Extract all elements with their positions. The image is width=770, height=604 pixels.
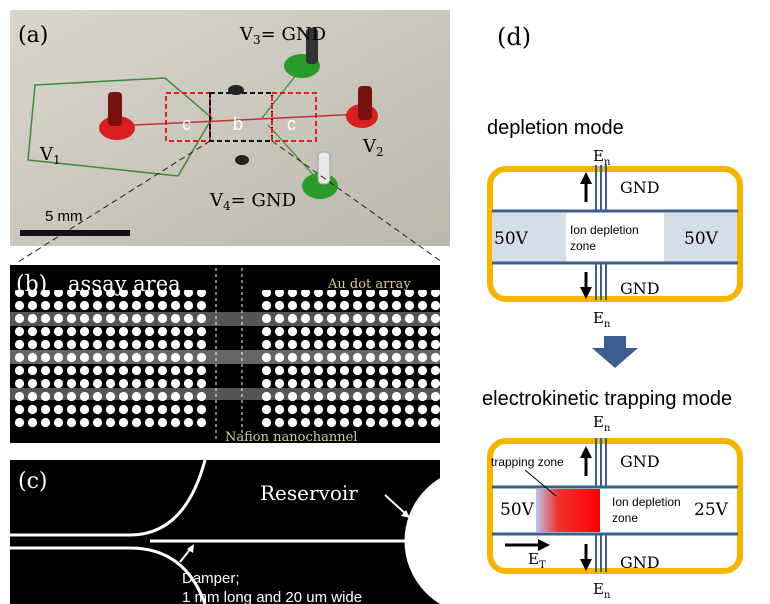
tube	[284, 28, 320, 78]
field-label: ET	[528, 550, 546, 571]
zone-label: Ion depletion	[570, 223, 639, 237]
box-label: c	[182, 114, 191, 134]
dot-array	[259, 290, 440, 430]
box-label: b	[233, 114, 243, 134]
text-part: V	[209, 190, 224, 211]
text-part: E	[528, 550, 539, 568]
text-part: n	[604, 157, 611, 168]
field-label: En	[593, 309, 611, 330]
text-part: T	[539, 560, 546, 571]
channel	[114, 113, 363, 127]
box-b	[209, 92, 273, 142]
text-part: V	[39, 144, 54, 165]
voltage-label: 50V	[494, 229, 529, 249]
tube	[99, 92, 135, 140]
ground-label: GND	[620, 279, 660, 298]
zone-label: Ion depletion	[612, 495, 681, 509]
trapping-zone	[536, 489, 600, 532]
annotation: Nafion nanochannel	[225, 430, 357, 445]
text-part: = GND	[231, 190, 296, 211]
voltage-label: 25V	[694, 500, 729, 520]
electrode-label: V1	[39, 144, 61, 167]
text-part: n	[604, 319, 611, 330]
text-part: 1	[53, 153, 61, 167]
panel-d: (d) depletion mode En GND 50V Ion deplet…	[482, 23, 743, 601]
dot-array	[12, 290, 207, 430]
electrode-label: V4= GND	[209, 190, 296, 213]
zone-label: zone	[570, 239, 596, 253]
annotation: Au dot array	[327, 277, 411, 292]
text-part: n	[604, 590, 611, 601]
voltage-label: 50V	[500, 500, 535, 520]
ground-label: GND	[620, 178, 660, 197]
scale-bar	[20, 230, 130, 236]
text-part: 3	[253, 33, 261, 47]
ground-label: GND	[620, 452, 660, 471]
text-part: E	[593, 147, 604, 165]
photo	[10, 10, 450, 246]
zone-label: zone	[612, 511, 638, 525]
panel-label: (d)	[497, 23, 531, 51]
box-label: c	[287, 114, 296, 134]
tube	[346, 86, 378, 128]
electrode-label: V3= GND	[239, 24, 326, 47]
text-part: V	[362, 136, 377, 157]
electrode-label: V2	[362, 136, 384, 159]
field-label: En	[593, 413, 611, 434]
ground-label: GND	[620, 553, 660, 572]
mode-title: depletion mode	[487, 117, 624, 139]
electrode-outline	[27, 77, 213, 177]
panel-b: (b) assay area Au dot array Nafion nanoc…	[10, 265, 440, 445]
voltage-label: 50V	[684, 229, 719, 249]
transition-arrow	[592, 336, 638, 368]
text-part: E	[593, 309, 604, 327]
field-label: En	[593, 147, 611, 168]
text-part: E	[593, 413, 604, 431]
annotation: Damper;	[182, 570, 240, 587]
box-c	[271, 92, 317, 142]
annotation: 1 mm long and 20 um wide	[182, 589, 362, 604]
panel-label: (a)	[18, 23, 48, 48]
annotation: Reservoir	[260, 481, 358, 505]
text-part: E	[593, 580, 604, 598]
panel-c: (c) Reservoir Damper; 1 mm long and 20 u…	[10, 460, 440, 604]
text-part: V	[239, 24, 254, 45]
panel-label: (c)	[18, 469, 48, 494]
panel-title: assay area	[68, 272, 181, 296]
field-label: En	[593, 580, 611, 601]
tube	[302, 151, 338, 199]
text-part: 2	[376, 145, 384, 159]
panel-a: (a) V3= GND V1 V2 V4= GND c b c 5 mm	[10, 10, 450, 246]
mode-title: electrokinetic trapping mode	[482, 388, 732, 410]
zone-label: trapping zone	[491, 455, 564, 469]
panel-label: (b)	[16, 272, 47, 297]
text-part: 4	[223, 199, 231, 213]
scale-label: 5 mm	[45, 208, 83, 225]
text-part: = GND	[261, 24, 326, 45]
text-part: n	[604, 423, 611, 434]
